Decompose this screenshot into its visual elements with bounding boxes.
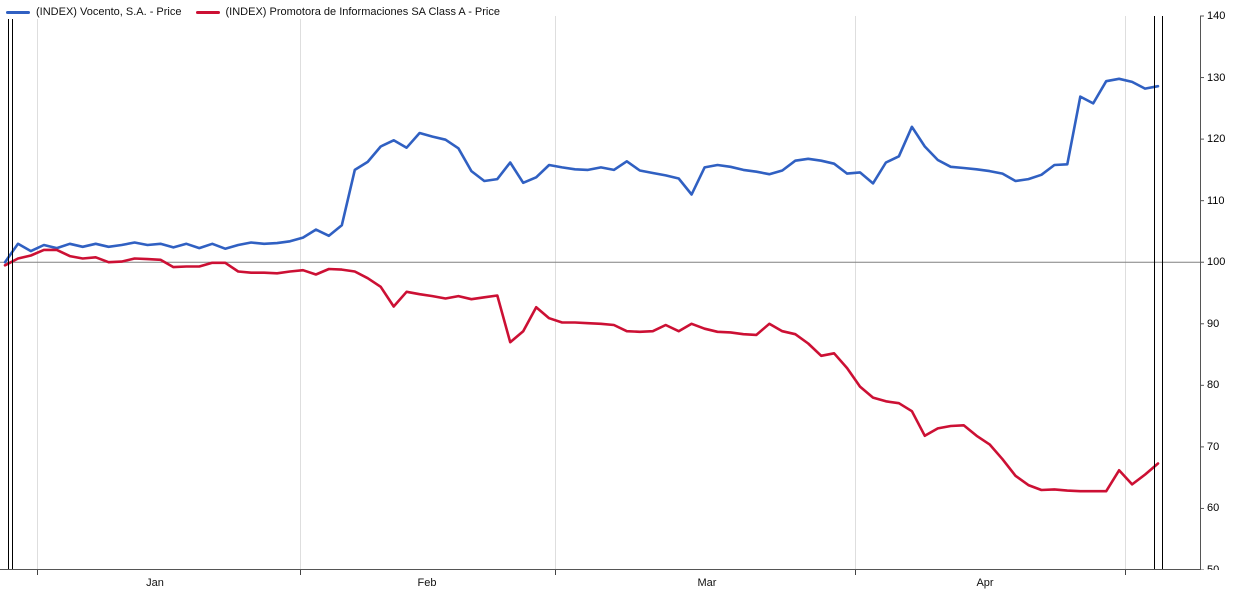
x-axis-tick xyxy=(1125,570,1126,575)
x-axis-tick xyxy=(37,570,38,575)
y-axis-label: 60 xyxy=(1207,502,1220,515)
x-axis-month-label: Feb xyxy=(417,577,437,589)
legend-label-prisa: (INDEX) Promotora de Informaciones SA Cl… xyxy=(225,6,501,18)
y-axis-label: 100 xyxy=(1207,256,1226,269)
y-axis-label: 130 xyxy=(1207,71,1226,84)
chart-legend: (INDEX) Vocento, S.A. - Price (INDEX) Pr… xyxy=(4,5,506,19)
legend-item-vocento[interactable]: (INDEX) Vocento, S.A. - Price xyxy=(6,6,182,18)
y-axis-label: 90 xyxy=(1207,317,1220,330)
y-axis-label: 80 xyxy=(1207,379,1220,392)
y-axis: 1401301201101009080706050 xyxy=(1200,0,1239,576)
x-axis: Jan Feb Mar Apr xyxy=(0,570,1239,596)
price-line-series-1 xyxy=(3,248,1160,493)
x-axis-tick xyxy=(855,570,856,575)
y-axis-label: 70 xyxy=(1207,440,1220,453)
prisa-series-swatch-icon xyxy=(195,10,220,14)
x-axis-month-label: Jan xyxy=(146,577,164,589)
price-chart-canvas xyxy=(0,15,1204,570)
y-axis-label: 120 xyxy=(1207,133,1226,146)
legend-label-vocento: (INDEX) Vocento, S.A. - Price xyxy=(36,6,182,18)
y-axis-label: 110 xyxy=(1207,194,1225,207)
x-axis-tick xyxy=(300,570,301,575)
x-axis-tick xyxy=(555,570,556,575)
x-axis-month-label: Apr xyxy=(976,577,994,589)
legend-item-prisa[interactable]: (INDEX) Promotora de Informaciones SA Cl… xyxy=(195,6,501,18)
price-line-series-0 xyxy=(3,77,1160,264)
y-axis-label: 140 xyxy=(1207,10,1226,22)
vocento-series-swatch-icon xyxy=(6,10,30,14)
x-axis-month-label: Mar xyxy=(697,577,717,589)
